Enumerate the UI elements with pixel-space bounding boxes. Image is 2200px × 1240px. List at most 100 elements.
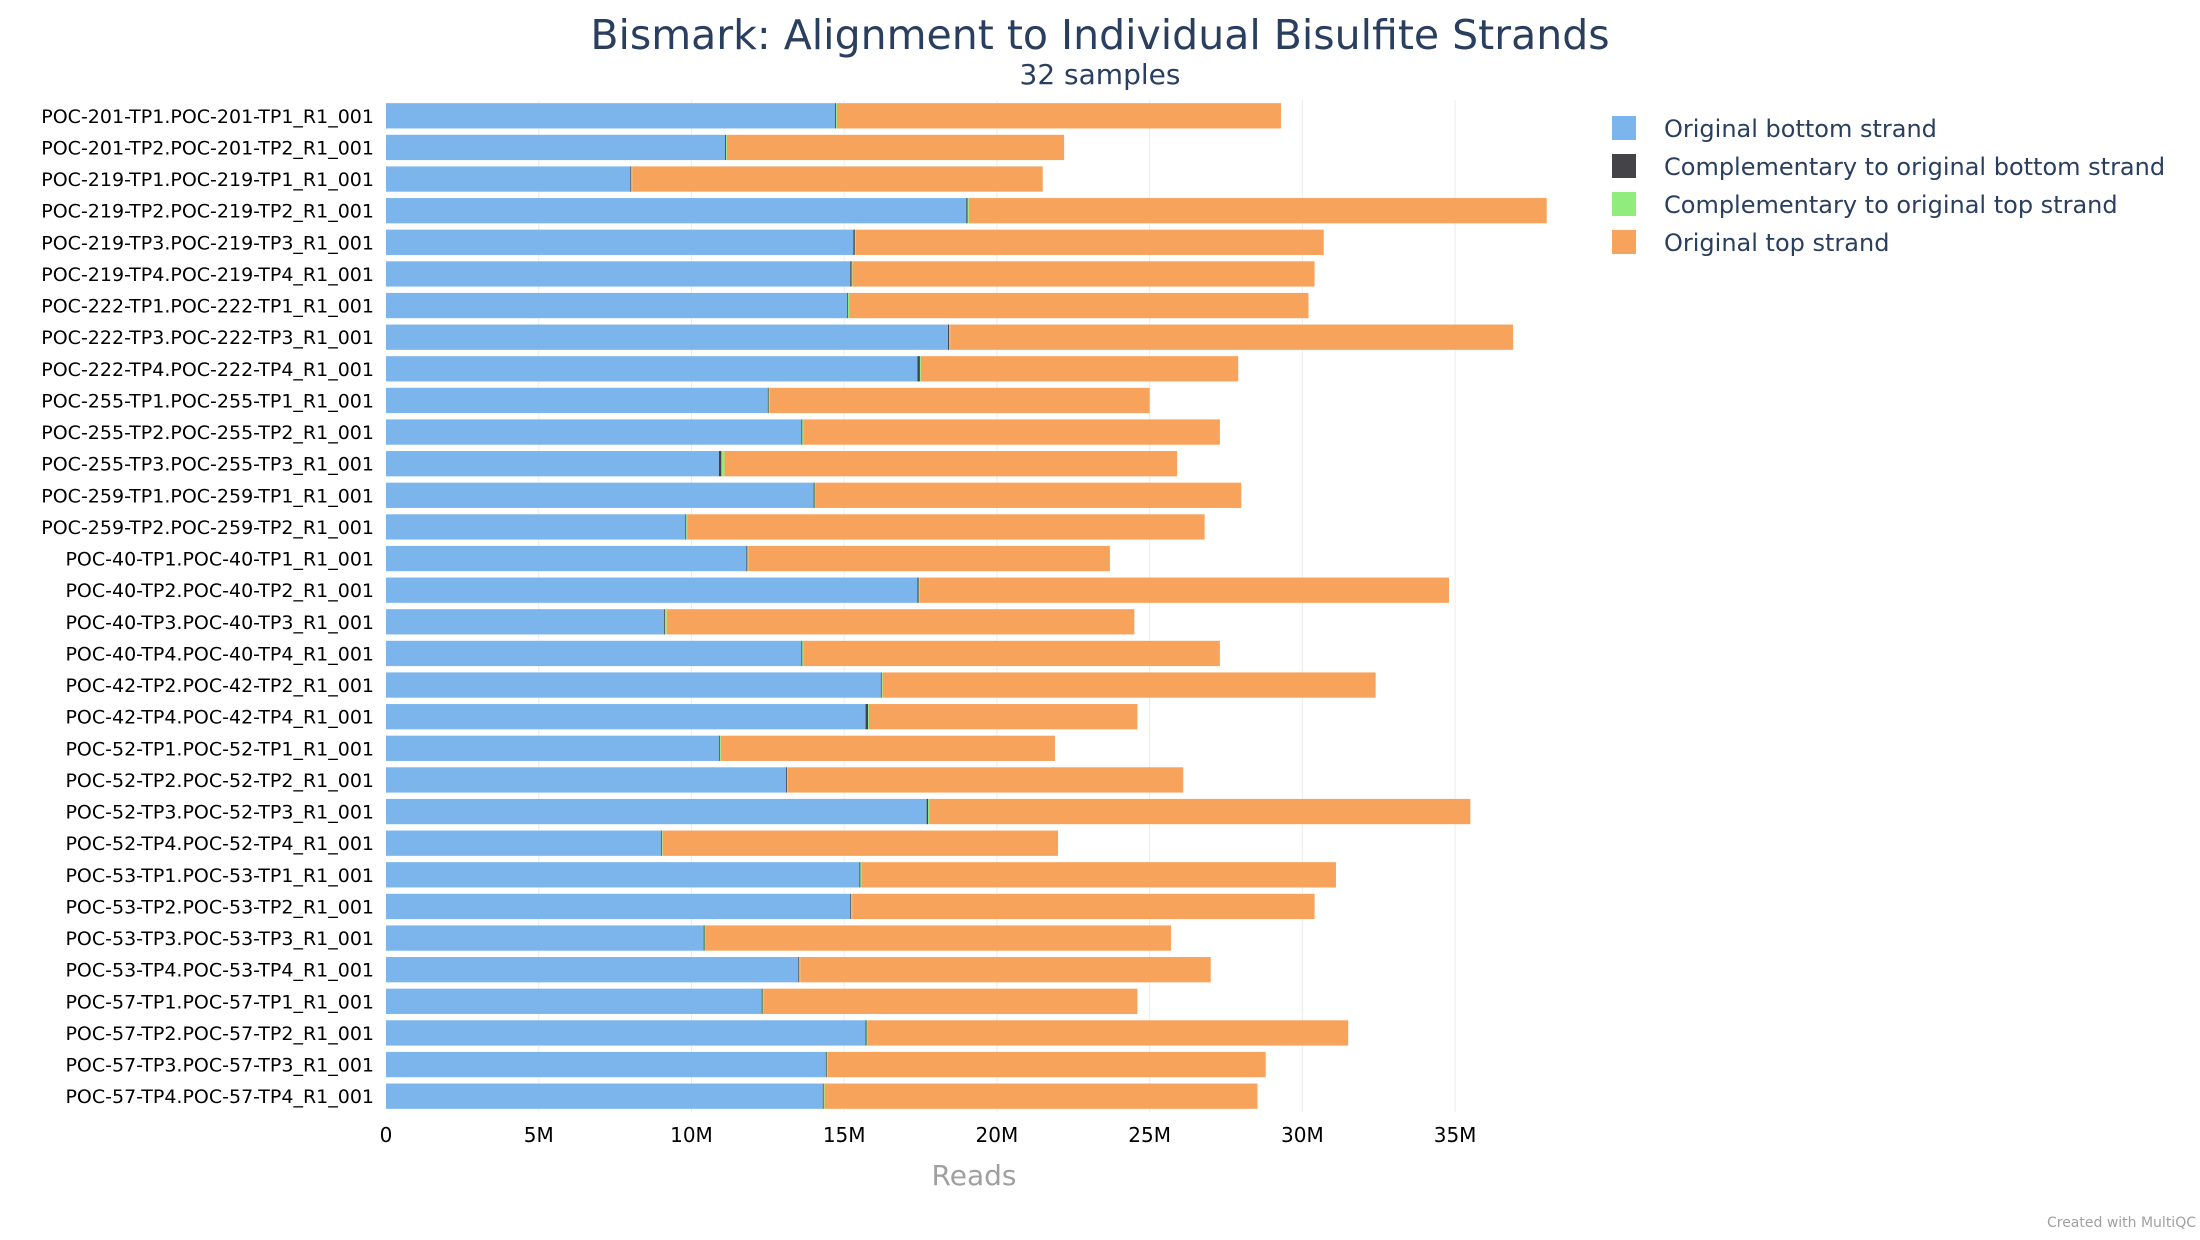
bar-segment-2[interactable] (786, 767, 788, 793)
bar-segment-2[interactable] (880, 672, 882, 698)
bar-segment-2[interactable] (822, 1083, 824, 1109)
bar-segment-4[interactable] (720, 735, 1055, 761)
bar-segment-1[interactable] (386, 672, 881, 698)
bar-segment-2[interactable] (853, 229, 855, 255)
bar-segment-4[interactable] (836, 103, 1281, 129)
bar-segment-2[interactable] (663, 609, 665, 635)
legend-label[interactable]: Original bottom strand (1664, 115, 1937, 143)
bar-segment-2[interactable] (630, 166, 632, 192)
bar-segment-4[interactable] (950, 324, 1514, 350)
legend-label[interactable]: Complementary to original top strand (1664, 191, 2118, 219)
bar-segment-2[interactable] (685, 514, 687, 540)
bar-segment-4[interactable] (666, 609, 1135, 635)
bar-segment-3[interactable] (721, 451, 725, 477)
bar-segment-1[interactable] (386, 103, 836, 129)
bar-segment-3[interactable] (866, 1020, 868, 1046)
bar-segment-4[interactable] (726, 134, 1065, 161)
bar-segment-1[interactable] (386, 640, 802, 667)
bar-segment-2[interactable] (859, 862, 861, 888)
bar-segment-4[interactable] (827, 1051, 1266, 1078)
bar-segment-1[interactable] (386, 1020, 866, 1046)
bar-segment-3[interactable] (814, 482, 816, 508)
legend-swatch[interactable] (1612, 230, 1636, 254)
bar-segment-2[interactable] (948, 324, 950, 350)
bar-segment-2[interactable] (825, 1051, 827, 1078)
bar-segment-1[interactable] (386, 704, 866, 730)
bar-segment-4[interactable] (824, 1083, 1258, 1109)
bar-segment-1[interactable] (386, 229, 854, 255)
bar-segment-1[interactable] (386, 482, 814, 508)
bar-segment-4[interactable] (920, 356, 1239, 382)
legend[interactable]: Original bottom strand Complementary to o… (1612, 115, 2165, 257)
bar-segment-1[interactable] (386, 735, 719, 761)
bar-segment-2[interactable] (798, 957, 800, 983)
bar-segment-1[interactable] (386, 261, 851, 287)
bar-segment-3[interactable] (725, 134, 727, 161)
bar-segment-4[interactable] (787, 767, 1184, 793)
bar-segment-1[interactable] (386, 830, 661, 856)
bar-segment-4[interactable] (632, 166, 1043, 192)
bar-segment-4[interactable] (803, 419, 1220, 445)
bars[interactable] (386, 103, 1547, 1109)
bar-segment-3[interactable] (919, 356, 921, 382)
bar-segment-3[interactable] (826, 1051, 828, 1078)
bar-segment-1[interactable] (386, 514, 686, 540)
bar-segment-1[interactable] (386, 577, 918, 603)
bar-segment-3[interactable] (747, 545, 749, 572)
bar-segment-3[interactable] (851, 893, 853, 920)
bar-segment-2[interactable] (966, 198, 968, 224)
bar-segment-3[interactable] (823, 1083, 825, 1109)
bar-segment-4[interactable] (855, 229, 1324, 255)
legend-label[interactable]: Complementary to original bottom strand (1664, 153, 2165, 181)
bar-segment-4[interactable] (929, 798, 1471, 825)
bar-segment-1[interactable] (386, 767, 787, 793)
bar-segment-3[interactable] (661, 830, 663, 856)
bar-segment-2[interactable] (725, 134, 726, 161)
bar-segment-3[interactable] (967, 198, 969, 224)
legend-swatch[interactable] (1612, 154, 1636, 178)
bar-segment-2[interactable] (865, 704, 869, 730)
bar-segment-4[interactable] (852, 261, 1315, 287)
bar-segment-2[interactable] (865, 1020, 867, 1046)
bar-segment-1[interactable] (386, 134, 726, 161)
bar-segment-1[interactable] (386, 451, 719, 477)
bar-segment-3[interactable] (860, 862, 862, 888)
bar-segment-1[interactable] (386, 862, 860, 888)
bar-segment-3[interactable] (848, 292, 850, 319)
legend-label[interactable]: Original top strand (1664, 229, 1889, 257)
legend-swatch[interactable] (1612, 116, 1636, 140)
bar-segment-2[interactable] (926, 798, 929, 825)
bar-segment-3[interactable] (802, 419, 804, 445)
bar-segment-3[interactable] (686, 514, 688, 540)
bar-segment-4[interactable] (724, 451, 1178, 477)
bar-segment-3[interactable] (928, 798, 930, 825)
bar-segment-4[interactable] (687, 514, 1205, 540)
bar-segment-4[interactable] (769, 387, 1150, 414)
bar-segment-2[interactable] (917, 577, 919, 603)
bar-segment-4[interactable] (800, 957, 1211, 983)
bar-segment-1[interactable] (386, 198, 967, 224)
bar-segment-2[interactable] (917, 356, 920, 382)
bar-segment-2[interactable] (835, 103, 836, 129)
bar-segment-1[interactable] (386, 292, 848, 319)
bar-segment-3[interactable] (768, 387, 770, 414)
bar-segment-4[interactable] (803, 640, 1220, 667)
bar-segment-1[interactable] (386, 957, 799, 983)
bar-segment-4[interactable] (748, 545, 1110, 572)
bar-segment-2[interactable] (718, 735, 720, 761)
bar-segment-4[interactable] (815, 482, 1242, 508)
bar-segment-1[interactable] (386, 925, 704, 951)
bar-segment-3[interactable] (704, 925, 706, 951)
bar-segment-2[interactable] (761, 988, 763, 1014)
bar-segment-1[interactable] (386, 1083, 823, 1109)
bar-segment-4[interactable] (919, 577, 1449, 603)
bar-segment-3[interactable] (918, 577, 920, 603)
bar-segment-3[interactable] (854, 229, 856, 255)
bar-segment-3[interactable] (835, 103, 837, 129)
bar-segment-3[interactable] (802, 640, 804, 667)
bar-segment-4[interactable] (882, 672, 1376, 698)
bar-segment-2[interactable] (801, 640, 803, 667)
bar-segment-4[interactable] (705, 925, 1172, 951)
bar-segment-2[interactable] (660, 830, 662, 856)
bar-segment-3[interactable] (868, 704, 869, 730)
